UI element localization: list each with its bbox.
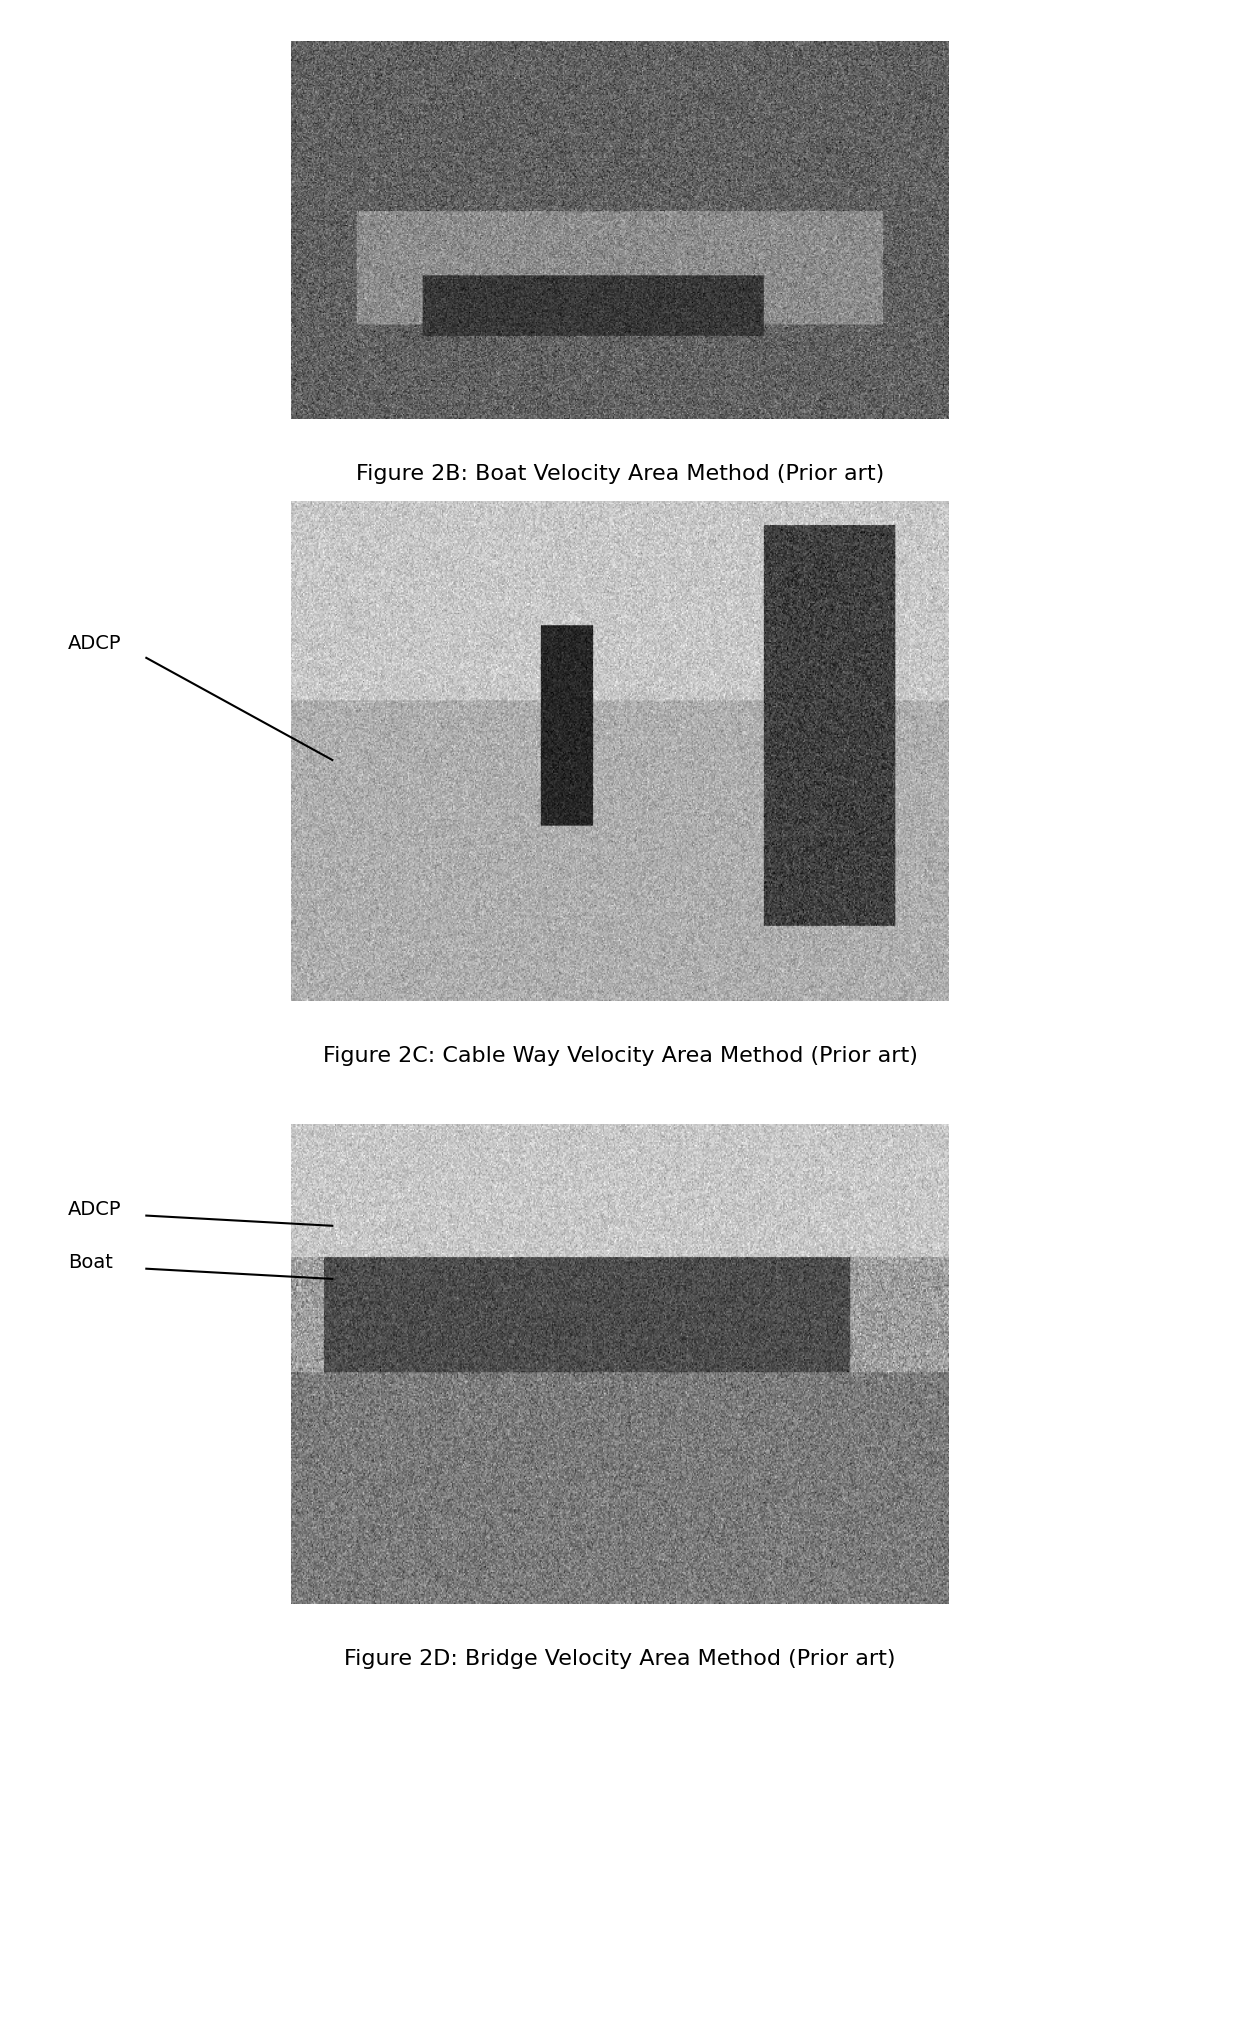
- Text: Figure 2B: Boat Velocity Area Method (Prior art): Figure 2B: Boat Velocity Area Method (Pr…: [356, 464, 884, 484]
- Text: ADCP: ADCP: [68, 1199, 122, 1220]
- Text: ADCP: ADCP: [68, 633, 122, 654]
- Text: Figure 2C: Cable Way Velocity Area Method (Prior art): Figure 2C: Cable Way Velocity Area Metho…: [322, 1046, 918, 1066]
- Text: Boat: Boat: [68, 1252, 113, 1273]
- Text: Figure 2D: Bridge Velocity Area Method (Prior art): Figure 2D: Bridge Velocity Area Method (…: [345, 1649, 895, 1669]
